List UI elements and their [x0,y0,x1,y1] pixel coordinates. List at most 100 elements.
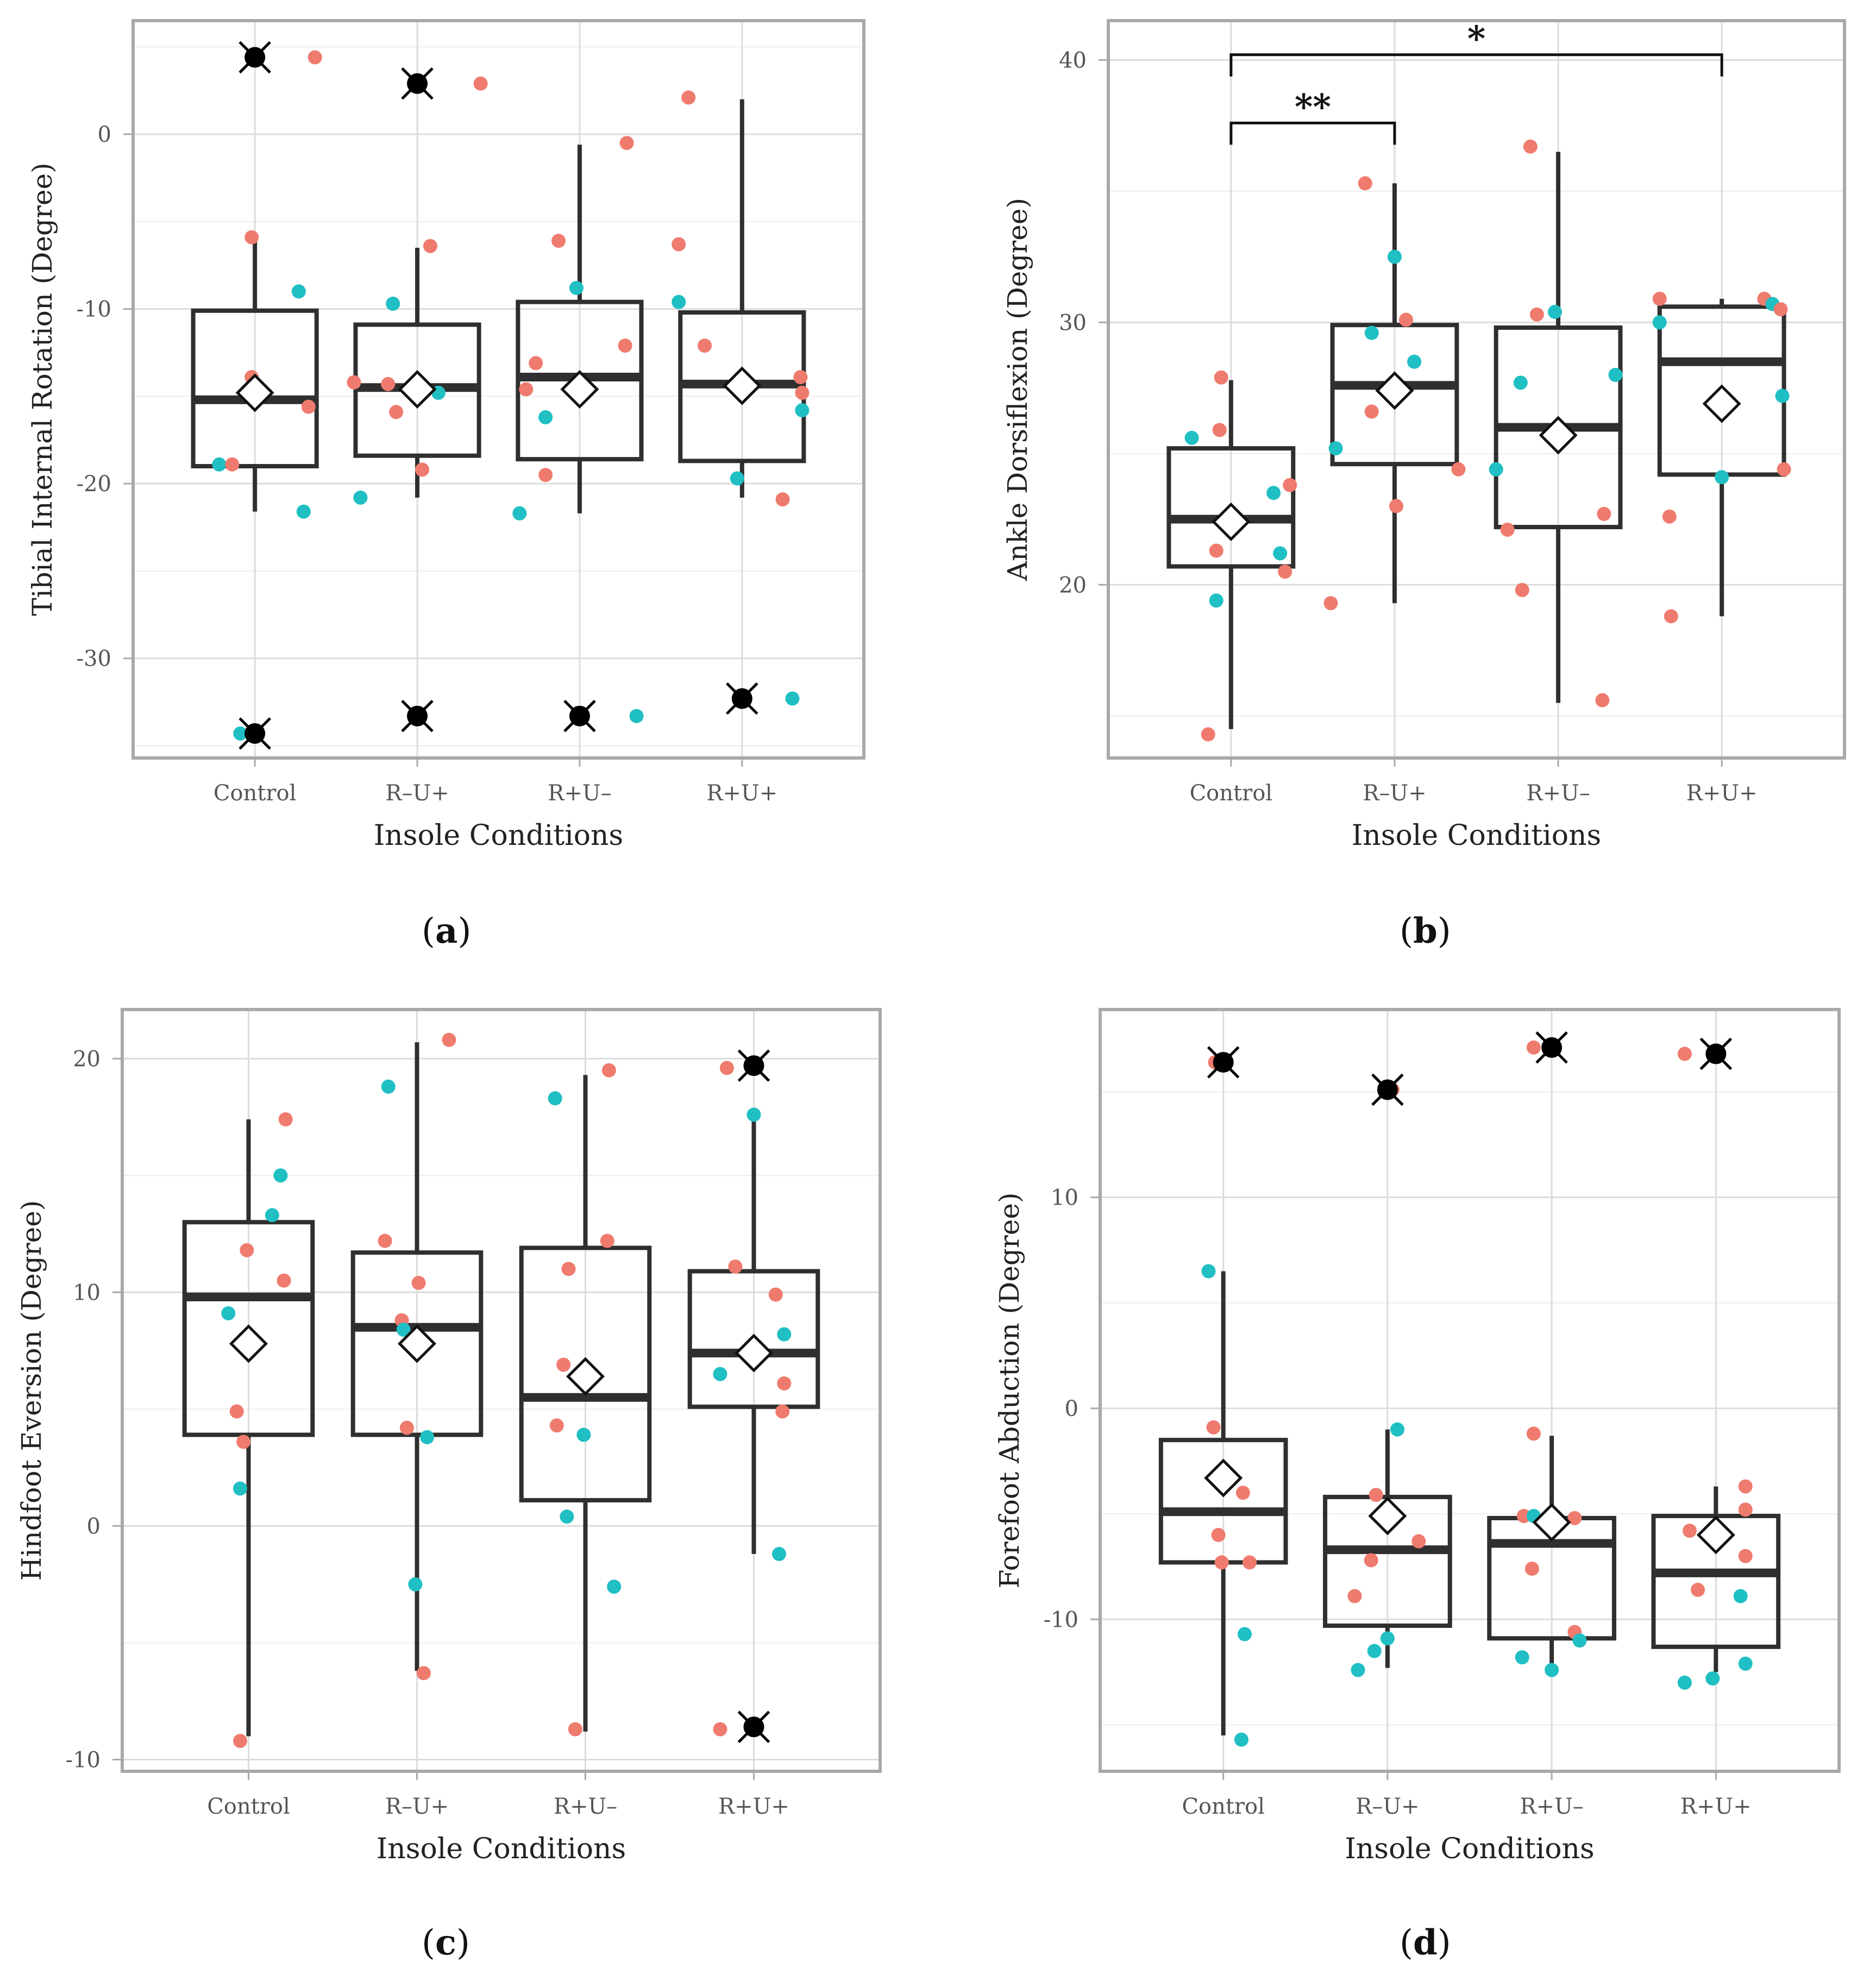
caption-a-close: ) [457,911,472,951]
caption-b-letter: b [1413,911,1438,951]
data-point [1773,302,1788,317]
chart-a-svg: 0 -10 -20 -30 Control R–U+ R+U– R+U+ Insole Cond… [27,19,865,852]
data-point [1209,543,1224,558]
data-point [1364,1553,1378,1568]
mean-marker [397,1324,437,1363]
outlier-cross [1535,1031,1568,1064]
data-point [719,1061,734,1075]
mean-marker [1702,384,1741,423]
data-point [221,1306,236,1321]
y-axis-title: Forefoot Abduction (Degree) [994,1193,1025,1589]
data-point [1715,470,1729,485]
data-point [1278,565,1293,579]
data-point [713,1722,727,1737]
x-tick-label: R–U+ [1363,781,1426,806]
chart-panel-b: 40 30 20 Control R–U+ R+U– R+U+ Insole Conditio… [945,0,1869,978]
data-point [785,691,800,706]
data-point [1206,1420,1221,1434]
data-point [1243,1555,1257,1570]
x-tick-label: R+U– [548,781,611,806]
data-point [301,399,316,414]
data-point [1358,176,1372,191]
data-point [569,280,583,295]
data-point [519,382,534,397]
data-point [1234,1732,1248,1747]
box-iqr [519,1245,652,1503]
data-point [538,410,553,424]
data-point [795,403,810,418]
data-point [772,1547,786,1562]
data-point [415,462,430,477]
mean-marker [229,1324,268,1363]
data-point [386,296,400,311]
box-iqr [182,1220,315,1437]
y-tick-label: -10 [1044,1607,1078,1632]
data-point [1273,546,1288,561]
chart-panel-c: 20 10 0 -10 Control R–U+ R+U– R+U+ Insole Condit… [0,989,924,1967]
data-point [1572,1633,1587,1648]
x-tick-label: R+U+ [1686,781,1758,806]
plot-frame [121,1008,882,1773]
box-iqr [687,1269,820,1409]
caption-b-close: ) [1437,911,1451,951]
data-point [600,1233,614,1248]
data-point [1662,509,1677,524]
mean-marker [1696,1515,1735,1555]
chart-panel-d: 10 0 -10 Control R–U+ R+U– R+U+ Insole Conditio… [945,989,1869,1967]
y-tick-label: 40 [1059,48,1087,73]
data-point [1513,375,1528,390]
caption-b-open: ( [1400,911,1413,951]
data-point [229,1404,244,1419]
outlier-cross [239,717,271,750]
data-point [1652,291,1667,306]
outlier-cross [563,700,596,732]
y-tick-label: 0 [1065,1396,1078,1421]
data-point [1328,441,1343,456]
data-point [233,726,248,741]
data-point [1212,423,1227,437]
data-point [1214,370,1228,385]
data-point [618,339,632,353]
box-iqr [350,1250,484,1437]
data-point [296,504,311,519]
data-point [308,50,322,65]
data-point [381,1079,396,1094]
data-point [1184,430,1199,445]
chart-d-svg: 10 0 -10 Control R–U+ R+U– R+U+ Insole Conditio… [994,1008,1841,1865]
data-point [548,1091,562,1106]
mean-marker [560,369,599,409]
data-point [1380,1631,1395,1646]
y-tick-label: 0 [98,122,111,147]
data-point [277,1273,291,1288]
outlier-cross [1371,1073,1404,1106]
data-point [1209,593,1224,608]
y-axis-title: Hindfoot Eversion (Degree) [16,1200,47,1581]
x-axis-title: Insole Conditions [1345,1833,1594,1865]
mean-marker [1212,502,1251,541]
mean-marker [235,373,274,412]
caption-c-letter: c [435,1922,456,1963]
x-tick-label: R+U– [1526,781,1590,806]
data-point [1733,1589,1748,1603]
data-point [1323,596,1338,611]
data-point [1529,307,1544,322]
mean-marker [1368,1496,1407,1535]
x-tick-label: R+U+ [1680,1794,1752,1819]
data-point [347,375,361,390]
data-point [278,1112,293,1127]
outlier-cross [1207,1046,1240,1079]
data-point [681,90,696,105]
data-point [698,339,712,353]
mean-marker [734,1333,774,1372]
x-tick-label: R+U– [554,1794,617,1819]
data-point [746,1107,761,1122]
plot-frame [131,19,865,760]
y-tick-label: 20 [1059,573,1087,598]
data-point [1677,1046,1692,1061]
data-point [1364,325,1379,340]
y-tick-label: -10 [66,1747,101,1772]
data-point [212,457,227,472]
y-axis-title: Tibial Internal Rotation (Degree) [27,162,58,616]
data-point [1738,1479,1753,1494]
data-point [1201,727,1215,742]
